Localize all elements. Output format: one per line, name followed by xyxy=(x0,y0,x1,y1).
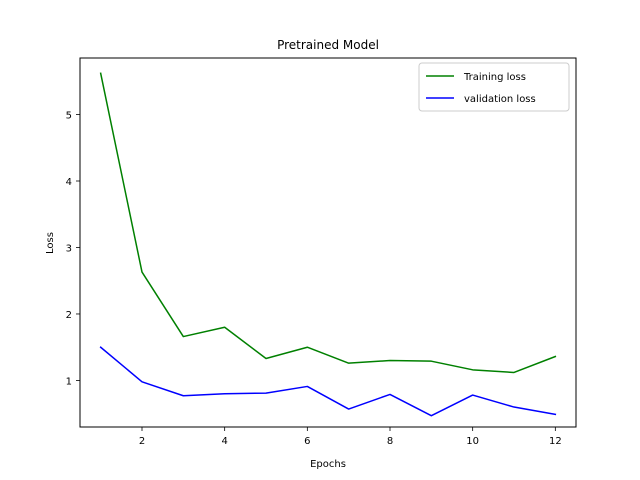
legend-label-validation-loss: validation loss xyxy=(464,94,536,105)
x-axis-label: Epochs xyxy=(310,459,346,470)
y-axis-label: Loss xyxy=(45,232,56,254)
legend-box xyxy=(418,62,570,112)
x-tick-label: 10 xyxy=(466,436,479,447)
y-tick-label: 2 xyxy=(66,310,72,321)
plot-frame xyxy=(79,57,577,428)
x-axis: 2 4 6 8 10 12 xyxy=(139,427,562,447)
series-line-training-loss xyxy=(99,72,557,374)
y-tick-label: 1 xyxy=(66,376,72,387)
plot-lines xyxy=(99,72,557,417)
x-tick-label: 6 xyxy=(304,436,310,447)
y-axis: 1 2 3 4 5 xyxy=(66,111,80,387)
y-tick-label: 4 xyxy=(66,177,72,188)
y-tick-label: 5 xyxy=(66,111,72,122)
legend-label-training-loss: Training loss xyxy=(463,72,526,83)
y-tick-label: 3 xyxy=(66,243,72,254)
x-tick-label: 4 xyxy=(221,436,227,447)
series-line-validation-loss xyxy=(99,346,557,417)
chart-title: Pretrained Model xyxy=(277,38,379,52)
x-tick-label: 12 xyxy=(549,436,562,447)
x-tick-label: 2 xyxy=(139,436,145,447)
x-tick-label: 8 xyxy=(387,436,393,447)
legend: Training loss validation loss xyxy=(418,62,570,112)
